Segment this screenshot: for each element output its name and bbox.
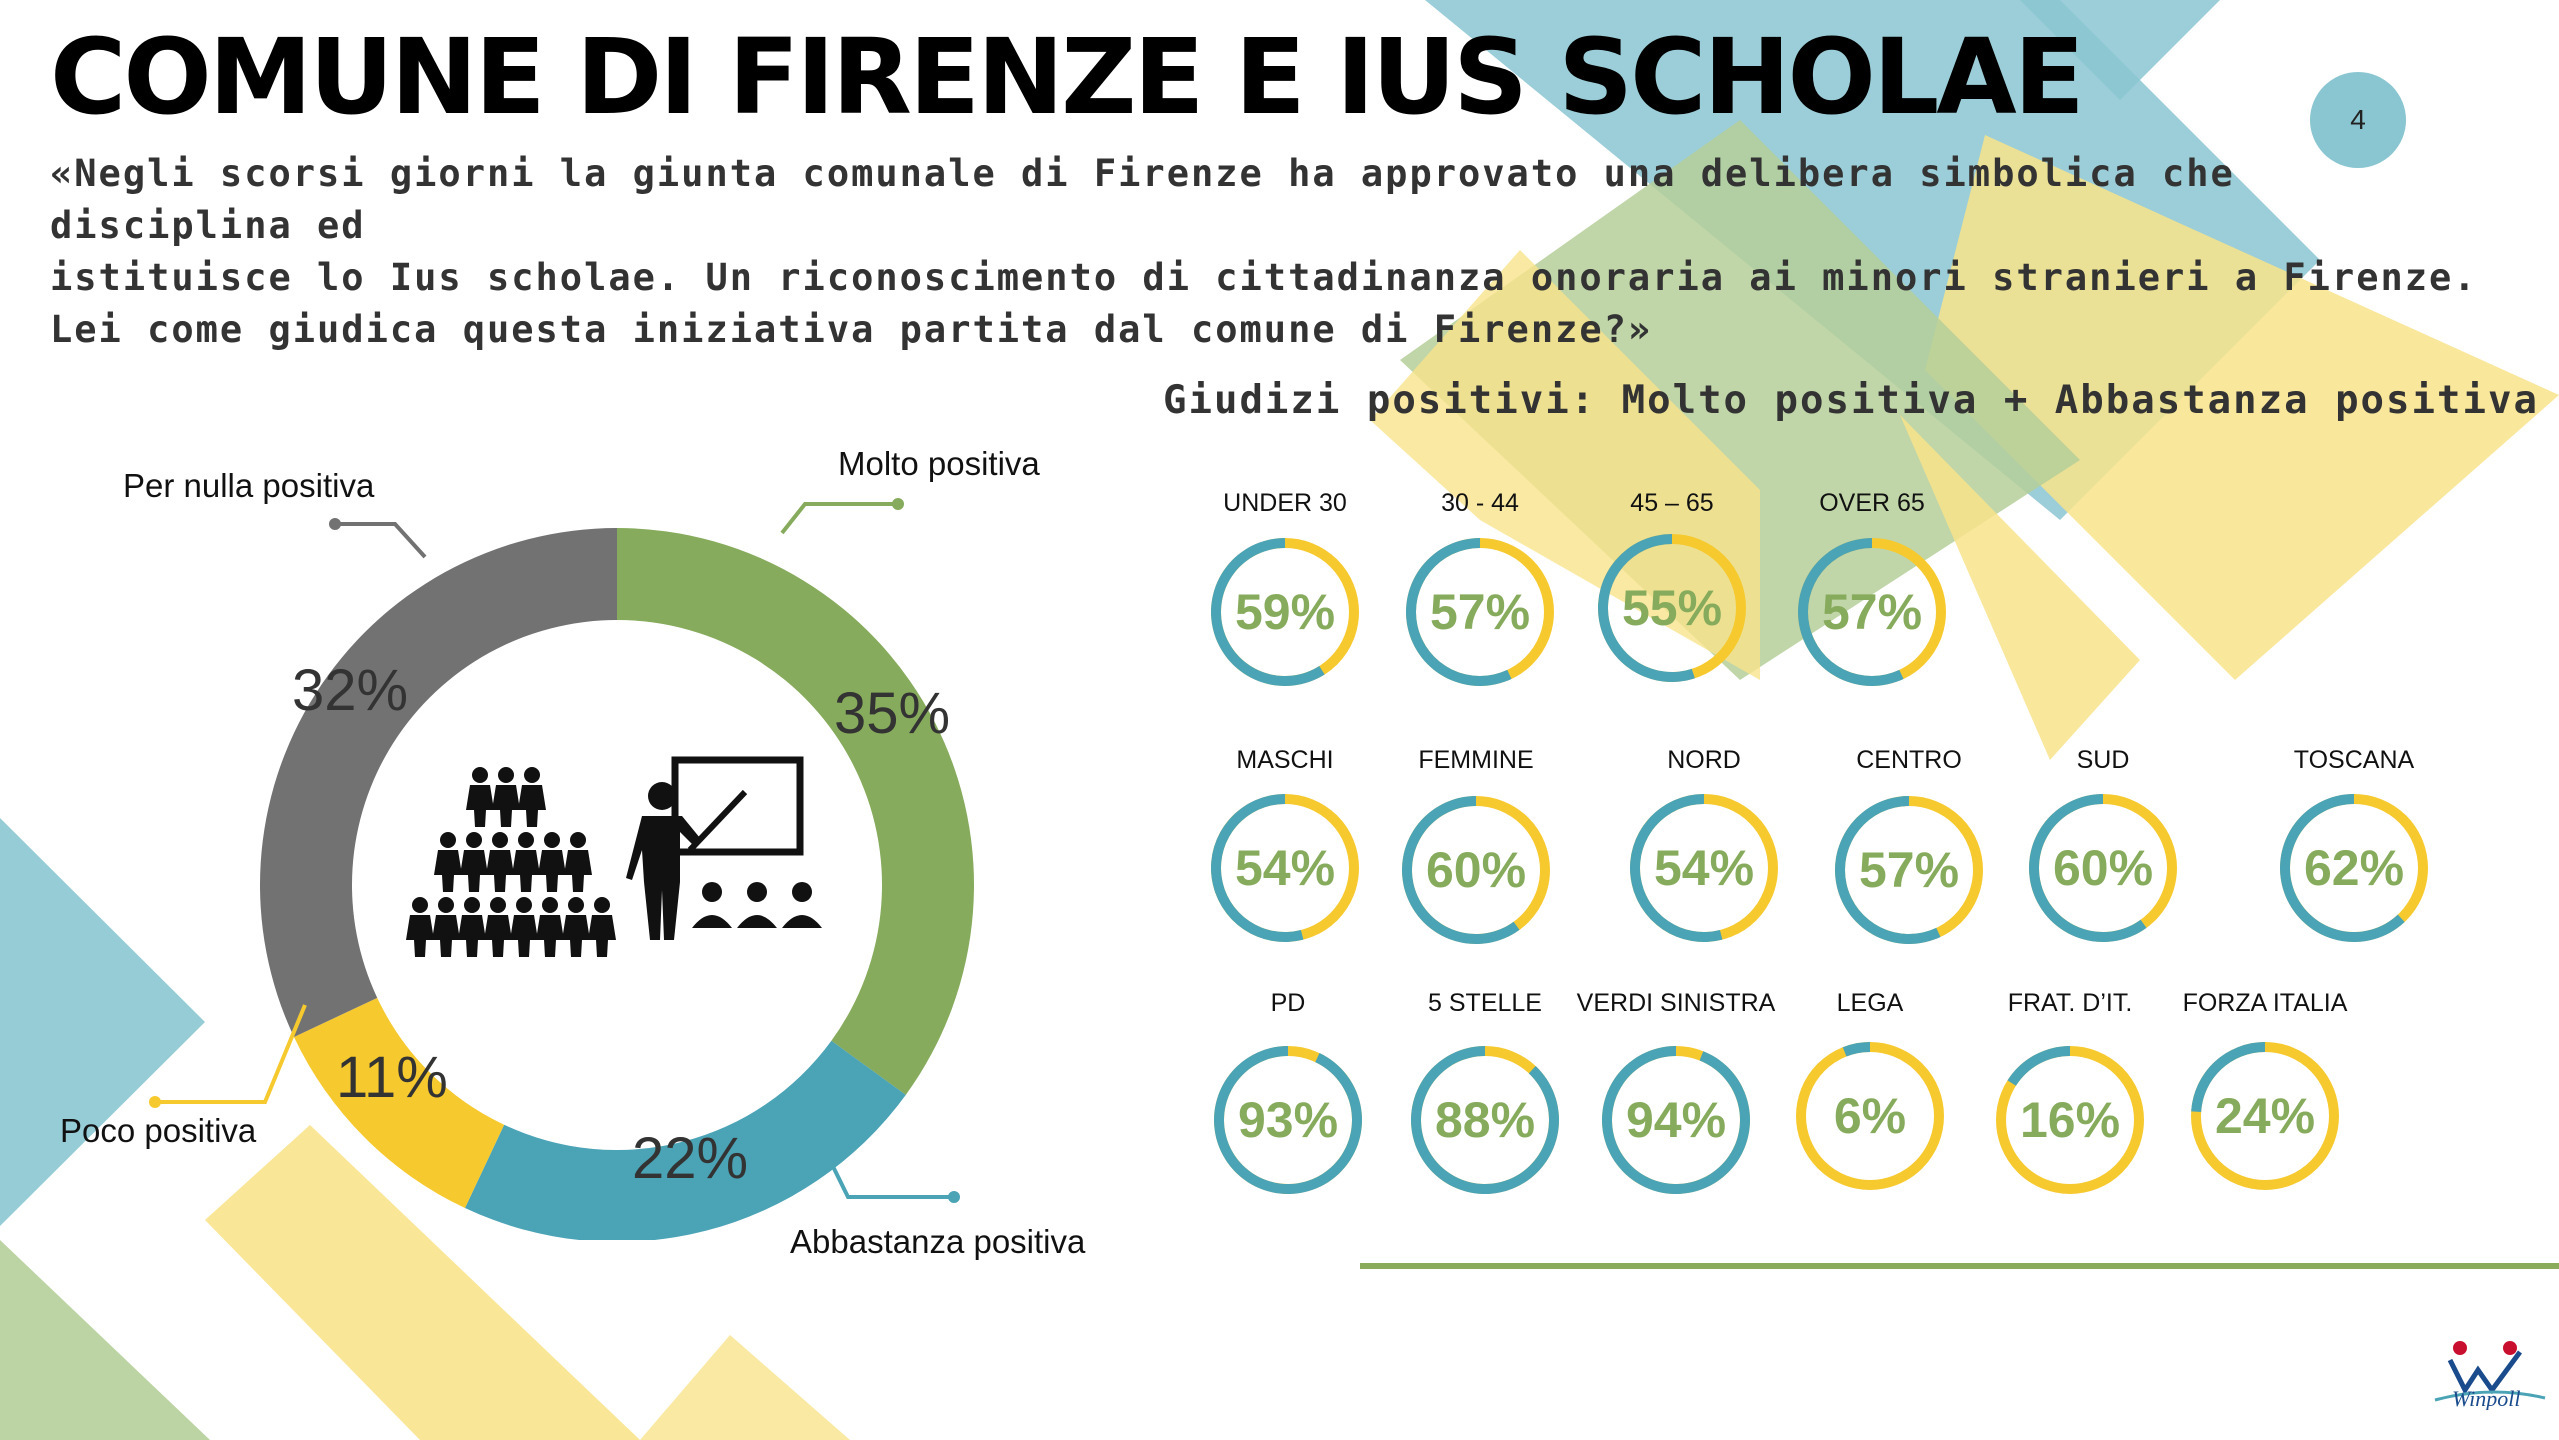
ring-value-label: 55% (1621, 580, 1723, 636)
group-label: FRAT. D’IT. (2007, 989, 2133, 1017)
value-label-abbastanza: 22% (632, 1126, 749, 1191)
ring-value-label: 93% (1237, 1092, 1339, 1148)
ring-chart: 6% (1794, 1040, 1946, 1192)
leader-dot-per-nulla (329, 518, 341, 530)
survey-question-line: «Negli scorsi giorni la giunta comunale … (50, 152, 2235, 247)
ring-positive-arc (2280, 794, 2405, 942)
group-label: 5 STELLE (1428, 989, 1542, 1017)
legend-per-nulla-positiva: Per nulla positiva (123, 467, 375, 504)
ring-chart: 57% (1796, 536, 1948, 688)
ring-chart: 54% (1209, 792, 1361, 944)
group-label: 45 – 65 (1630, 489, 1714, 517)
group-label: CENTRO (1856, 746, 1962, 774)
teacher-at-board-icon (626, 756, 822, 940)
slice-poco-positiva (293, 997, 505, 1209)
ring-chart: 54% (1628, 792, 1780, 944)
winpoll-logo: Winpoll (2434, 1341, 2546, 1410)
leader-line-poco (260, 1100, 310, 1240)
leader-line-per-nulla (335, 522, 427, 559)
students-group-icon (406, 767, 616, 957)
leader-line-molto (780, 502, 898, 535)
ring-positive-arc (1842, 1042, 1870, 1057)
survey-question-line: Lei come giudica questa iniziativa parti… (50, 308, 1653, 351)
ring-chart: 57% (1404, 536, 1556, 688)
ring-chart: 59% (1209, 536, 1361, 688)
ring-chart: 57% (1833, 794, 1985, 946)
ring-positive-arc (2029, 794, 2147, 942)
positive-judgements-title: Giudizi positivi: Molto positiva + Abbas… (1163, 378, 2539, 423)
legend-molto-positiva: Molto positiva (838, 445, 1040, 482)
leader-dot-molto (892, 498, 904, 510)
value-label-molto: 35% (834, 681, 951, 746)
group-label: PD (1270, 989, 1306, 1017)
ring-chart: 60% (2027, 792, 2179, 944)
group-label: VERDI SINISTRA (1576, 989, 1776, 1017)
ring-positive-arc (2191, 1042, 2265, 1112)
ring-chart: 94% (1600, 1044, 1752, 1196)
ring-chart: 62% (2278, 792, 2430, 944)
svg-text:Winpoll: Winpoll (2452, 1386, 2520, 1410)
ring-value-label: 57% (1821, 584, 1923, 640)
ring-value-label: 54% (1653, 840, 1755, 896)
page-number-badge: 4 (2310, 72, 2406, 168)
leader-line-poco (155, 1004, 307, 1104)
divider-line (1360, 1263, 2559, 1269)
slice-abbastanza-positiva (464, 1040, 906, 1240)
ring-chart: 24% (2189, 1040, 2341, 1192)
ring-value-label: 54% (1234, 840, 1336, 896)
group-label: 30 - 44 (1441, 489, 1519, 517)
group-label: UNDER 30 (1223, 489, 1347, 517)
ring-value-label: 6% (1833, 1088, 1907, 1144)
group-label: MASCHI (1236, 746, 1334, 774)
ring-value-label: 60% (1425, 842, 1527, 898)
ring-remainder-arc (1996, 1046, 2144, 1194)
ring-chart: 55% (1596, 532, 1748, 684)
ring-value-label: 24% (2214, 1088, 2316, 1144)
ring-value-label: 62% (2303, 840, 2405, 896)
ring-value-label: 88% (1434, 1092, 1536, 1148)
group-label: OVER 65 (1819, 489, 1925, 517)
ring-chart: 16% (1994, 1044, 2146, 1196)
ring-chart: 60% (1400, 794, 1552, 946)
leader-line-abbastanza (818, 1139, 954, 1199)
ring-value-label: 57% (1858, 842, 1960, 898)
ring-value-label: 57% (1429, 584, 1531, 640)
ring-positive-arc (2007, 1046, 2070, 1086)
group-label: FORZA ITALIA (2182, 989, 2348, 1017)
value-label-poco: 11% (336, 1045, 448, 1110)
ring-remainder-arc (1796, 1042, 1944, 1190)
page-title: COMUNE DI FIRENZE E IUS SCHOLAE (50, 16, 2085, 138)
ring-value-label: 60% (2052, 840, 2154, 896)
group-label: NORD (1667, 746, 1741, 774)
group-label: TOSCANA (2293, 746, 2415, 774)
ring-positive-arc (1211, 538, 1325, 686)
donut-slices (259, 528, 975, 1240)
slice-per-nulla-positiva (259, 528, 617, 1038)
ring-positive-arc (1402, 796, 1520, 944)
group-label: SUD (2076, 746, 2130, 774)
group-label: FEMMINE (1418, 746, 1534, 774)
slice-molto-positiva (617, 528, 975, 1095)
ring-chart: 93% (1212, 1044, 1364, 1196)
ring-value-label: 94% (1625, 1092, 1727, 1148)
leader-dot-abbastanza (948, 1191, 960, 1203)
leader-dot-poco (149, 1096, 161, 1108)
ring-value-label: 16% (2019, 1092, 2121, 1148)
ring-remainder-arc (2191, 1042, 2339, 1190)
ring-value-label: 59% (1234, 584, 1336, 640)
legend-poco-positiva: Poco positiva (60, 1112, 257, 1149)
legend-abbastanza-positiva: Abbastanza positiva (790, 1223, 1086, 1260)
survey-question: «Negli scorsi giorni la giunta comunale … (50, 148, 2500, 356)
survey-question-line: istituisce lo Ius scholae. Un riconoscim… (50, 256, 2478, 299)
ring-chart: 88% (1409, 1044, 1561, 1196)
donut-leader-lines (149, 498, 960, 1240)
group-label: LEGA (1836, 989, 1904, 1017)
value-label-per-nulla: 32% (292, 658, 409, 723)
judgement-donut-chart (149, 498, 975, 1240)
